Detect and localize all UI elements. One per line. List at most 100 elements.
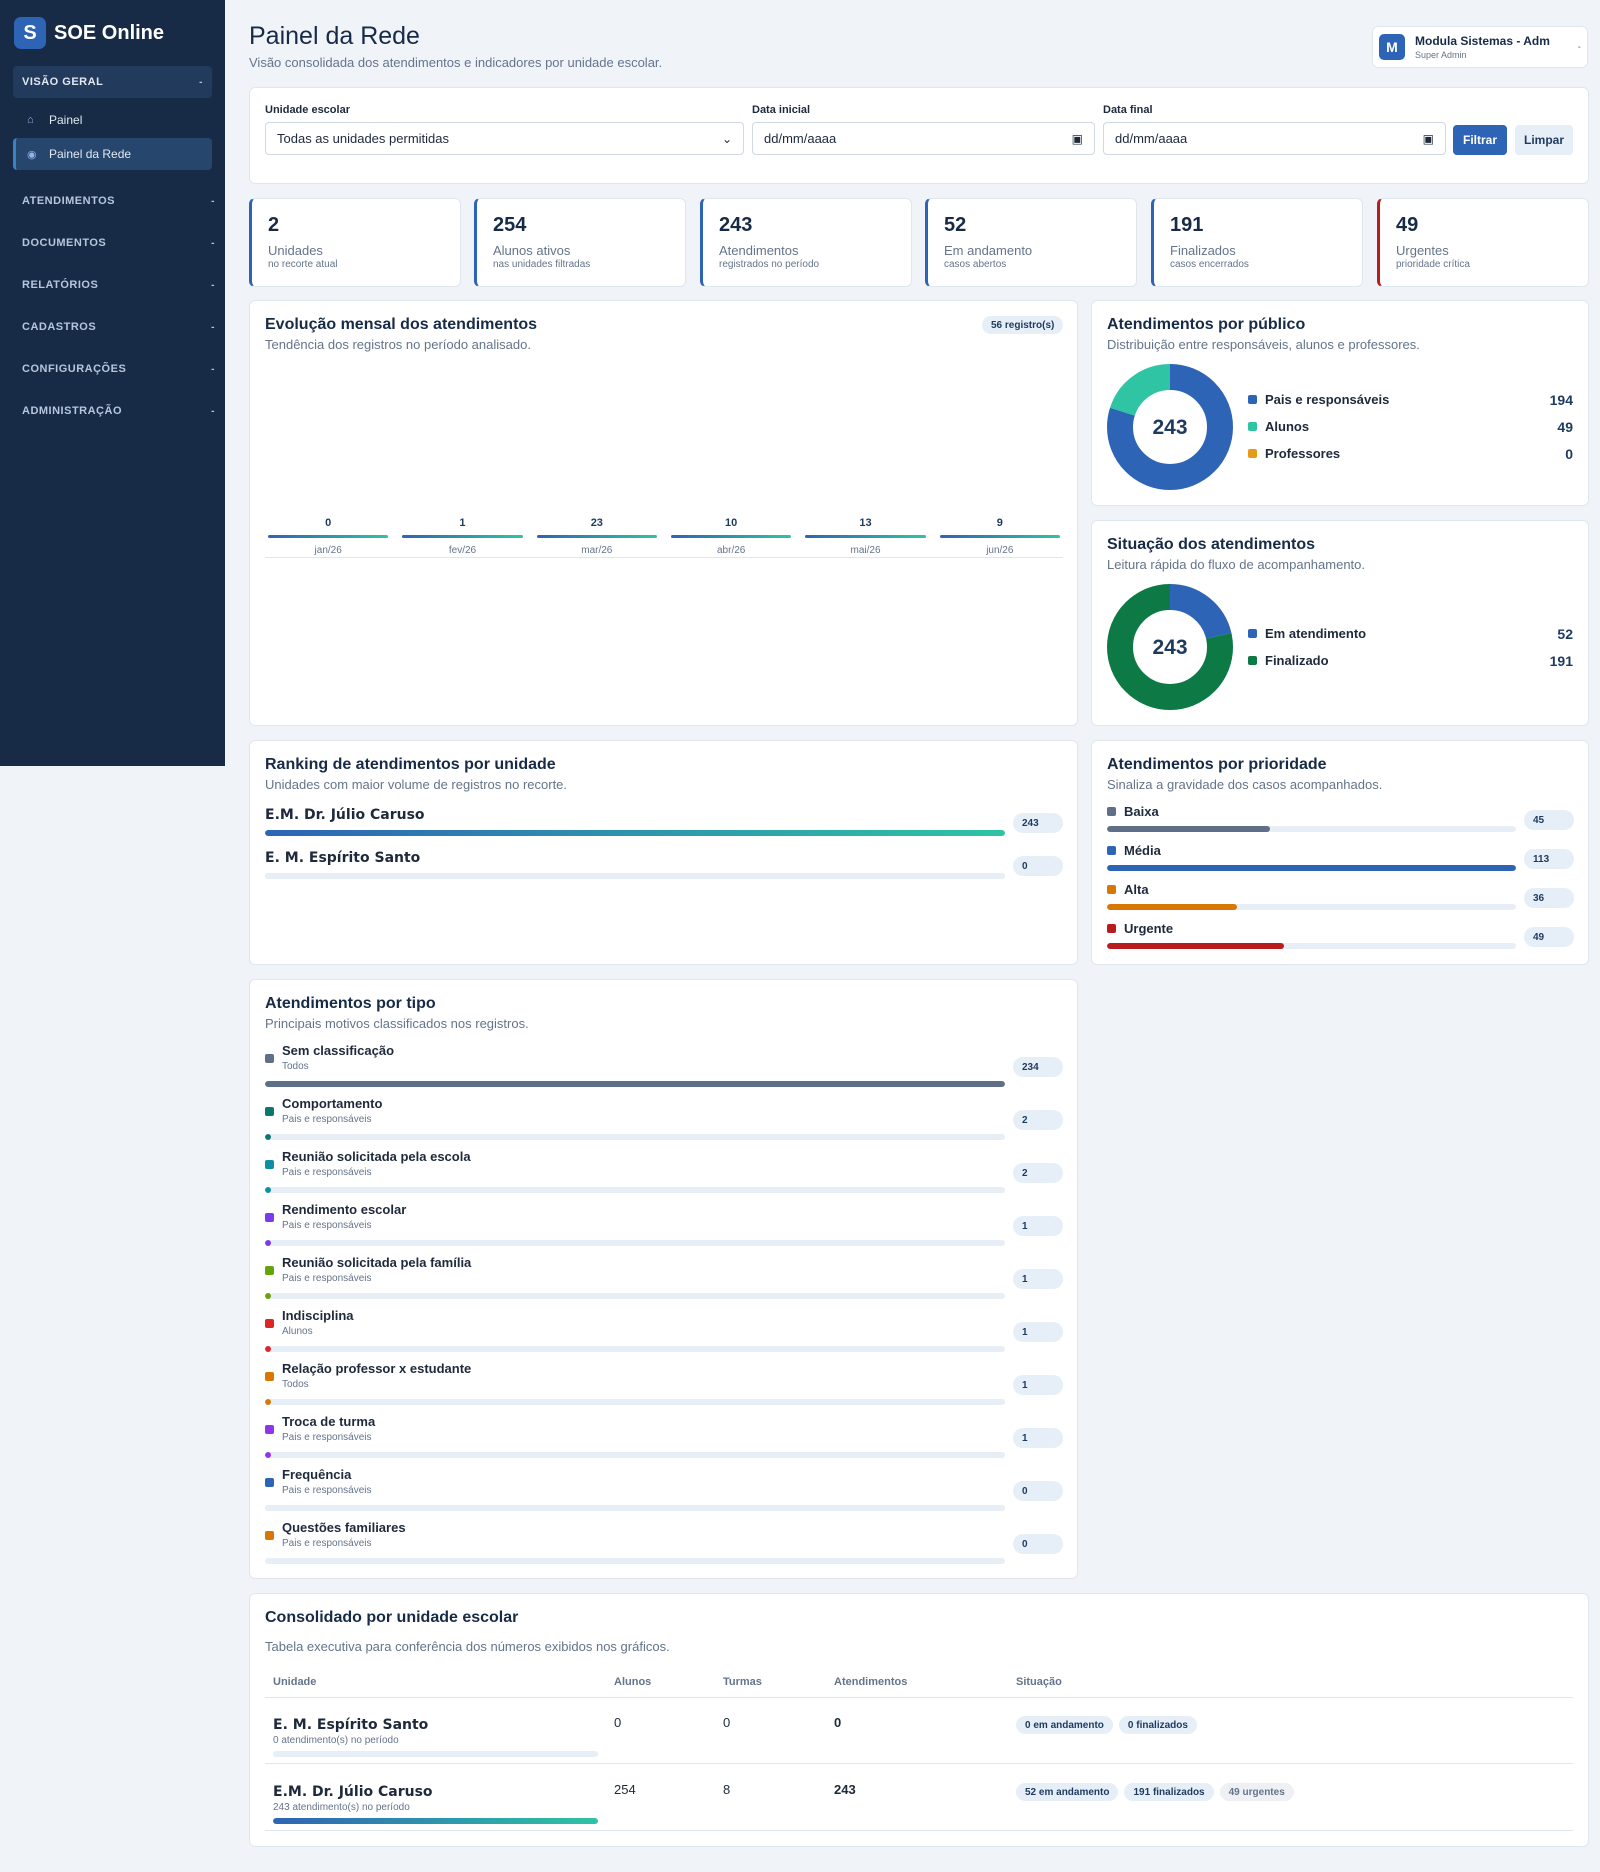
section-label: RELATÓRIOS — [22, 279, 99, 291]
bar — [268, 535, 389, 538]
home-icon: ⌂ — [27, 114, 34, 126]
unit-select[interactable]: Todas as unidades permitidas ⌄ — [265, 122, 744, 155]
end-date-input[interactable]: dd/mm/aaaa ▣ — [1103, 122, 1446, 155]
start-date-value: dd/mm/aaaa — [764, 131, 837, 146]
type-swatch — [265, 1531, 274, 1540]
priority-label-text: Urgente — [1124, 921, 1174, 936]
type-sub: Todos — [282, 1379, 309, 1390]
legend-item: Pais e responsáveis — [1248, 392, 1389, 407]
unit-sub: 243 atendimento(s) no período — [273, 1802, 410, 1813]
legend-swatch — [1248, 395, 1257, 404]
donut-slice — [1107, 364, 1233, 490]
legend-label: Finalizado — [1265, 653, 1329, 668]
priority-bar-track — [1107, 865, 1516, 871]
kpi-value: 254 — [493, 214, 527, 236]
legend-value: 194 — [1549, 392, 1573, 408]
legend-label: Em atendimento — [1265, 626, 1367, 641]
type-value-pill: 2 — [1013, 1163, 1063, 1183]
unit-sub: 0 atendimento(s) no período — [273, 1735, 399, 1746]
type-sub: Pais e responsáveis — [282, 1485, 372, 1496]
column-header: Turmas — [723, 1676, 762, 1688]
clear-button[interactable]: Limpar — [1515, 125, 1573, 155]
chevron-down-icon: ⌄ — [721, 131, 732, 146]
ranking-title: Ranking de atendimentos por unidade — [265, 756, 556, 773]
section-label: DOCUMENTOS — [22, 237, 107, 249]
start-date-input[interactable]: dd/mm/aaaa ▣ — [752, 122, 1095, 155]
cell-alunos: 254 — [614, 1782, 636, 1797]
kpi-card: 2 Unidades no recorte atual — [249, 198, 461, 287]
type-sub: Pais e responsáveis — [282, 1538, 372, 1549]
section-label: VISÃO GERAL — [22, 76, 104, 88]
column-header: Situação — [1016, 1676, 1062, 1688]
legend-value: 52 — [1557, 626, 1573, 642]
page-subtitle: Visão consolidada dos atendimentos e ind… — [249, 55, 663, 70]
calendar-icon[interactable]: ▣ — [1071, 131, 1083, 146]
nav-section-administracao[interactable]: ADMINISTRAÇÃO - — [0, 390, 225, 432]
priority-title: Atendimentos por prioridade — [1107, 756, 1327, 773]
calendar-icon[interactable]: ▣ — [1422, 131, 1434, 146]
type-sub: Pais e responsáveis — [282, 1220, 372, 1231]
chevron-icon: - — [199, 76, 203, 88]
type-bar-track — [265, 1346, 1005, 1352]
type-label: Comportamento — [282, 1096, 383, 1111]
cell-alunos: 0 — [614, 1715, 622, 1730]
type-value-pill: 0 — [1013, 1481, 1063, 1501]
priority-bar-track — [1107, 943, 1516, 949]
nav-section-relatorios[interactable]: RELATÓRIOS - — [0, 264, 225, 306]
table-row — [265, 1697, 1573, 1764]
kpi-value: 243 — [719, 214, 753, 236]
kpi-label: Atendimentos — [719, 243, 799, 258]
status-badge: 52 em andamento — [1016, 1783, 1119, 1801]
type-swatch — [265, 1054, 274, 1063]
type-sub: Alunos — [282, 1326, 313, 1337]
nav-section-configuracoes[interactable]: CONFIGURAÇÕES - — [0, 348, 225, 390]
type-label: Rendimento escolar — [282, 1202, 407, 1217]
ranking-bar-track — [265, 830, 1005, 836]
kpi-sub: no recorte atual — [268, 259, 338, 270]
type-label: Frequência — [282, 1467, 352, 1482]
type-value-pill: 1 — [1013, 1322, 1063, 1342]
brand[interactable]: S SOE Online — [0, 0, 225, 66]
type-label: Reunião solicitada pela família — [282, 1255, 472, 1270]
type-value-pill: 1 — [1013, 1375, 1063, 1395]
monthly-bar-chart: 0 jan/26 1 fev/26 23 mar/26 10 abr/26 13 mai/26 9 j… — [265, 505, 1063, 565]
type-label: Indisciplina — [282, 1308, 354, 1323]
dot-icon: ◉ — [27, 148, 37, 161]
sidebar-item-painel[interactable]: ⌂ Painel — [13, 104, 212, 136]
nav-section-cadastros[interactable]: CADASTROS - — [0, 306, 225, 348]
filter-button[interactable]: Filtrar — [1453, 125, 1507, 155]
bar-value-label: 1 — [459, 517, 466, 529]
status-badge: 49 urgentes — [1219, 1783, 1294, 1801]
kpi-card: 243 Atendimentos registrados no período — [700, 198, 912, 287]
priority-value-pill: 113 — [1524, 849, 1574, 869]
cell-turmas: 8 — [723, 1782, 731, 1797]
ranking-subtitle: Unidades com maior volume de registros n… — [265, 777, 568, 792]
kpi-card-urgent: 49 Urgentes prioridade crítica — [1377, 198, 1589, 287]
ranking-bar-fill — [265, 830, 1005, 836]
column-header: Alunos — [614, 1676, 652, 1688]
nav-section-visao-geral[interactable]: VISÃO GERAL - — [13, 66, 212, 98]
cell-atendimentos: 0 — [834, 1715, 842, 1730]
sidebar-item-painel-da-rede[interactable]: ◉ Painel da Rede — [13, 138, 212, 170]
kpi-label: Urgentes — [1396, 243, 1449, 258]
kpi-value: 191 — [1170, 214, 1204, 236]
bar-value-label: 13 — [859, 517, 872, 529]
type-label: Relação professor x estudante — [282, 1361, 472, 1376]
type-bar-track — [265, 1558, 1005, 1564]
nav-section-atendimentos[interactable]: ATENDIMENTOS - — [0, 180, 225, 222]
type-bar-fill — [265, 1187, 272, 1193]
end-date-label: Data final — [1103, 104, 1153, 116]
unit-progress-track — [273, 1751, 598, 1757]
type-swatch — [265, 1319, 274, 1328]
user-menu[interactable]: M Modula Sistemas - Adm Super Admin - — [1372, 26, 1588, 68]
types-title: Atendimentos por tipo — [265, 995, 436, 1012]
status-badge: 0 em andamento — [1016, 1716, 1113, 1734]
kpi-label: Em andamento — [944, 243, 1033, 258]
type-bar-track — [265, 1452, 1005, 1458]
priority-value-pill: 36 — [1524, 888, 1574, 908]
x-tick-label: mar/26 — [581, 545, 613, 556]
priority-card — [1091, 740, 1589, 965]
legend-swatch — [1248, 629, 1257, 638]
type-sub: Todos — [282, 1061, 309, 1072]
nav-section-documentos[interactable]: DOCUMENTOS - — [0, 222, 225, 264]
